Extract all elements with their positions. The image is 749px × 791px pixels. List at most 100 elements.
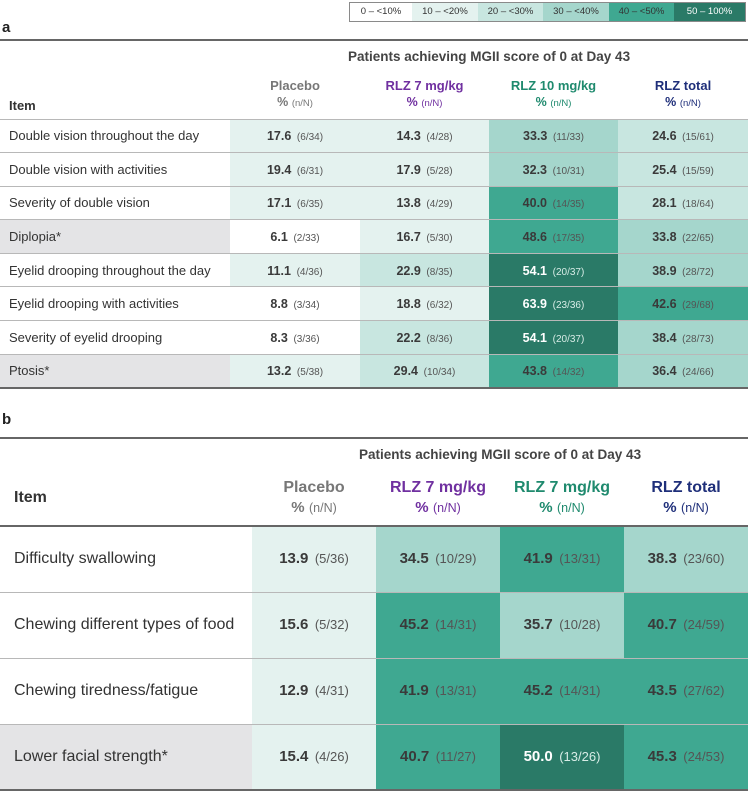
value-cell: 42.6 (29/68) (618, 286, 749, 321)
count-value: (11/27) (435, 748, 476, 764)
percent-value: 40.7 (647, 616, 677, 633)
value-cell: 48.6 (17/35) (489, 219, 618, 254)
value-cell: 18.8 (6/32) (360, 286, 489, 321)
table-row: Lower facial strength* 15.4 (4/26) 40.7 (1… (0, 723, 749, 791)
value-cell: 40.7 (11/27) (376, 723, 500, 791)
value-cell: 16.7 (5/30) (360, 219, 489, 254)
count-value: (22/65) (682, 233, 714, 245)
value-cell: 40.7 (24/59) (624, 591, 749, 658)
group-units: % (n/N) (618, 94, 748, 112)
percent-symbol: % (415, 498, 429, 516)
count-value: (10/31) (552, 165, 585, 177)
value-cell: 22.9 (8/35) (360, 252, 489, 287)
value-cell: 17.6 (6/34) (230, 118, 360, 153)
count-value: (8/35) (426, 266, 453, 278)
percent-value: 13.8 (396, 196, 421, 211)
percent-value: 41.9 (399, 682, 429, 699)
group-units: % (n/N) (500, 498, 624, 518)
value-cell: 43.5 (27/62) (624, 657, 749, 724)
table-row: Diplopia* 6.1 (2/33) 16.7 (5/30) 48.6 (17/3… (0, 219, 749, 254)
panel-b-item-header: Item (14, 488, 47, 506)
value-cell: 36.4 (24/66) (618, 353, 749, 389)
n-over-n-label: (n/N) (433, 500, 461, 515)
count-value: (2/33) (293, 233, 320, 245)
percent-value: 12.9 (279, 682, 309, 699)
percent-value: 54.1 (522, 263, 548, 278)
value-cell: 17.1 (6/35) (230, 185, 360, 220)
percent-value: 45.3 (647, 747, 677, 765)
value-cell: 45.2 (14/31) (376, 591, 500, 658)
count-value: (5/32) (314, 617, 349, 632)
count-value: (13/31) (559, 551, 601, 567)
row-item-label: Severity of eyelid drooping (0, 320, 230, 355)
header-rlz7: RLZ 7 mg/kg% (n/N) (360, 72, 489, 119)
row-item-label: Double vision with activities (0, 152, 230, 187)
group-units: % (n/N) (230, 94, 360, 112)
value-cell: 41.9 (13/31) (376, 657, 500, 724)
value-cell: 14.3 (4/28) (360, 118, 489, 153)
panel-a-table: Patients achieving MGII score of 0 at Da… (0, 39, 749, 389)
percent-value: 45.2 (399, 616, 429, 633)
n-over-n-label: (n/N) (557, 500, 585, 515)
table-row: Eyelid drooping with activities 8.8 (3/34… (0, 286, 749, 321)
percent-value: 45.2 (523, 682, 553, 699)
percent-value: 22.9 (396, 263, 421, 278)
table-row: Severity of double vision 17.1 (6/35) 13.8… (0, 185, 749, 220)
percent-symbol: % (535, 95, 547, 110)
percent-value: 15.4 (279, 747, 309, 765)
value-cell: 54.1 (20/37) (489, 252, 618, 287)
group-name: Placebo (283, 478, 345, 496)
row-item-label: Difficulty swallowing (0, 525, 252, 592)
value-cell: 33.8 (22/65) (618, 219, 749, 254)
n-over-n-label: (n/N) (309, 500, 337, 515)
value-cell: 13.2 (5/38) (230, 353, 360, 389)
group-units: % (n/N) (489, 94, 618, 112)
header-placebo: Placebo % (n/N) (252, 470, 376, 526)
percent-value: 36.4 (652, 364, 677, 379)
panel-a-item-header: Item (9, 97, 36, 113)
percent-value: 13.2 (266, 364, 292, 379)
value-cell: 28.1 (18/64) (618, 185, 749, 220)
count-value: (6/34) (296, 132, 324, 144)
table-row: Chewing different types of food 15.6 (5/3… (0, 591, 749, 658)
percent-value: 38.9 (652, 263, 677, 278)
n-over-n-label: (n/N) (550, 98, 572, 110)
percent-value: 19.4 (266, 162, 292, 177)
count-value: (4/29) (426, 199, 453, 211)
count-value: (14/32) (552, 367, 585, 379)
group-name: RLZ total (654, 78, 712, 94)
header-rlz7: RLZ 7 mg/kg% (n/N) (376, 470, 500, 526)
percent-value: 43.8 (522, 364, 548, 379)
percent-symbol: % (539, 498, 553, 516)
count-value: (23/36) (552, 300, 585, 312)
value-cell: 38.4 (28/73) (618, 320, 749, 355)
value-cell: 34.5 (10/29) (376, 525, 500, 592)
count-value: (28/72) (682, 266, 714, 278)
table-row: Difficulty swallowing 13.9 (5/36) 34.5 (10… (0, 525, 749, 592)
value-cell: 50.0 (13/26) (500, 723, 624, 791)
group-units: % (n/N) (252, 498, 376, 518)
value-cell: 45.3 (24/53) (624, 723, 749, 791)
percent-value: 38.3 (647, 550, 677, 568)
percent-symbol: % (663, 498, 677, 516)
table-row: Severity of eyelid drooping 8.3 (3/36) 22.… (0, 320, 749, 355)
percent-value: 34.5 (399, 550, 429, 568)
count-value: (6/31) (296, 165, 324, 177)
percent-value: 48.6 (522, 230, 548, 245)
count-value: (24/66) (682, 367, 714, 379)
header-rlz10: RLZ 10 mg/kg% (n/N) (489, 72, 618, 119)
value-cell: 19.4 (6/31) (230, 152, 360, 187)
value-cell: 38.3 (23/60) (624, 525, 749, 592)
count-value: (15/59) (682, 165, 714, 177)
count-value: (24/59) (683, 617, 725, 632)
table-row: Double vision throughout the day 17.6 (6/… (0, 118, 749, 153)
count-value: (5/28) (426, 165, 453, 177)
percent-value: 38.4 (652, 330, 677, 345)
group-name: RLZ 7 mg/kg (385, 78, 464, 94)
count-value: (14/35) (552, 199, 585, 211)
n-over-n-label: (n/N) (421, 98, 443, 110)
panel-b-title: Patients achieving MGII score of 0 at Da… (252, 437, 749, 470)
legend-swatch: 40 – <50% (609, 3, 674, 21)
group-name: RLZ 10 mg/kg (510, 78, 597, 94)
value-cell: 40.0 (14/35) (489, 185, 618, 220)
